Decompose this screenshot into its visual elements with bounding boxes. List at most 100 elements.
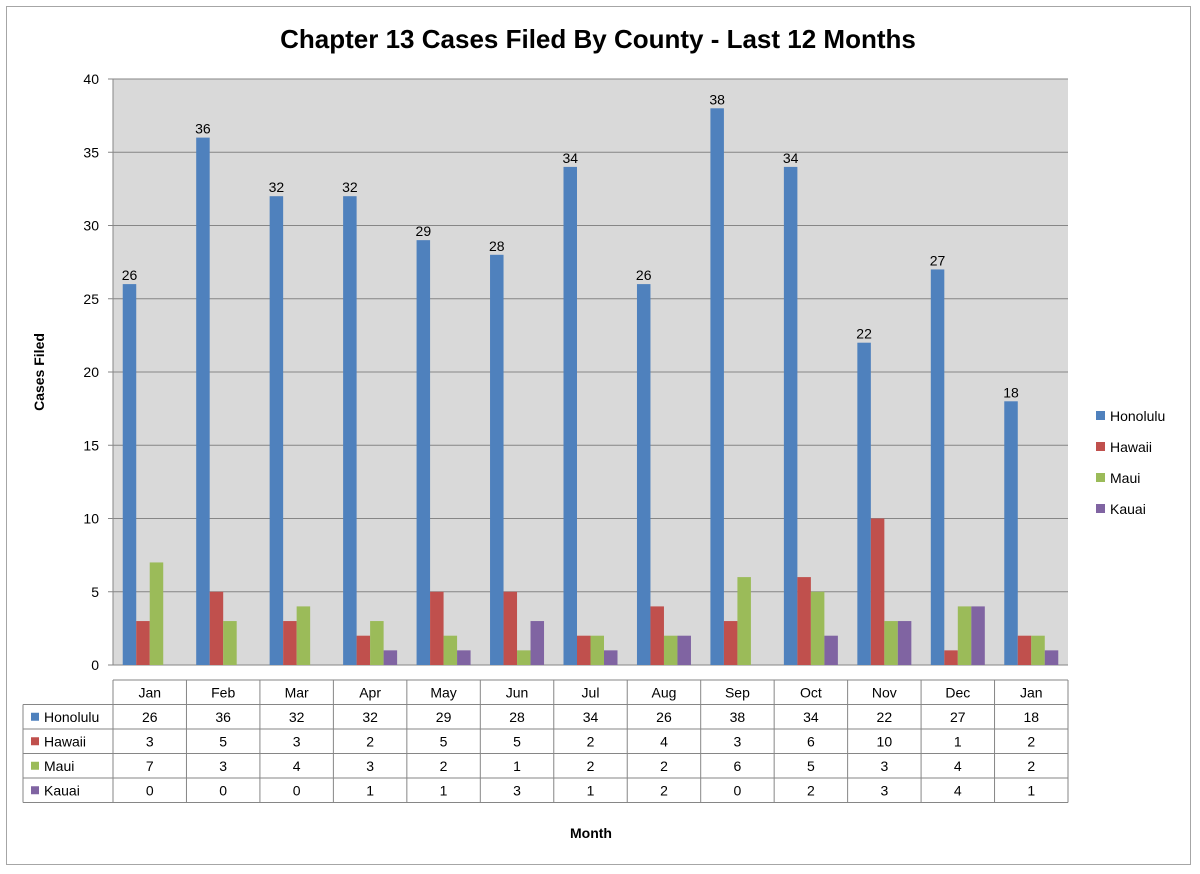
data-label: 29 — [416, 223, 432, 239]
table-cell: 0 — [734, 782, 742, 798]
bar — [383, 650, 398, 665]
table-cell: 5 — [440, 733, 448, 749]
bar — [636, 284, 651, 665]
bar — [457, 650, 471, 665]
bar — [517, 650, 531, 665]
table-cell: 2 — [807, 782, 815, 798]
table-cell: 7 — [146, 758, 154, 774]
table-cell: 29 — [436, 709, 452, 725]
y-tick-label: 20 — [83, 364, 99, 380]
bars — [122, 108, 1059, 666]
table-cell: 3 — [146, 733, 154, 749]
bar — [1004, 401, 1018, 665]
bar — [783, 166, 798, 665]
bar — [343, 196, 357, 665]
data-label: 26 — [636, 267, 652, 283]
table-series-name: Honolulu — [44, 709, 99, 725]
bar — [650, 606, 664, 665]
y-tick-label: 40 — [83, 71, 99, 87]
legend-key — [1096, 442, 1105, 451]
bar — [957, 606, 972, 665]
bar — [196, 137, 210, 666]
bar — [663, 635, 678, 665]
y-tick-label: 15 — [83, 437, 99, 453]
table-cell: 2 — [440, 758, 448, 774]
bar — [824, 635, 838, 665]
legend-key — [1096, 504, 1105, 513]
bar — [223, 621, 237, 665]
table-cell: 4 — [293, 758, 301, 774]
table-cell: 4 — [660, 733, 668, 749]
x-tick-label: Oct — [800, 684, 822, 700]
data-label: 36 — [195, 121, 211, 137]
y-tick-label: 25 — [83, 291, 99, 307]
table-cell: 0 — [146, 782, 154, 798]
legend-label: Hawaii — [1110, 439, 1152, 455]
table-cell: 5 — [513, 733, 521, 749]
x-tick-label: May — [430, 684, 456, 700]
table-cell: 10 — [877, 733, 893, 749]
table-cell: 1 — [1027, 782, 1035, 798]
x-tick-label: Sep — [725, 684, 750, 700]
legend-label: Kauai — [1110, 501, 1146, 517]
table-cell: 0 — [293, 782, 301, 798]
table-cell: 3 — [293, 733, 301, 749]
bar — [136, 621, 150, 665]
table-cell: 18 — [1023, 709, 1039, 725]
table-cell: 5 — [807, 758, 815, 774]
data-label: 34 — [783, 150, 799, 166]
table-cell: 34 — [583, 709, 599, 725]
table-cell: 0 — [219, 782, 227, 798]
bar — [944, 650, 958, 665]
bar — [810, 591, 825, 665]
bar — [723, 621, 738, 665]
table-legend-key — [31, 786, 39, 795]
bar — [563, 166, 577, 665]
table-cell: 27 — [950, 709, 966, 725]
bar — [209, 591, 224, 665]
table-series-name: Maui — [44, 758, 74, 774]
table-cell: 1 — [587, 782, 595, 798]
x-tick-label: Jan — [138, 684, 161, 700]
data-label: 22 — [856, 326, 872, 342]
bar — [530, 621, 545, 665]
bar — [897, 621, 912, 665]
bar — [604, 650, 618, 665]
table-cell: 32 — [362, 709, 378, 725]
table-legend-key — [31, 737, 39, 746]
table-cell: 6 — [807, 733, 815, 749]
bar — [370, 621, 384, 665]
bar — [737, 577, 751, 665]
legend: Honolulu Hawaii Maui Kauai — [1096, 408, 1165, 517]
y-tick-label: 35 — [83, 144, 99, 160]
table-cell: 2 — [587, 733, 595, 749]
data-label: 28 — [489, 238, 505, 254]
x-tick-label: Aug — [652, 684, 677, 700]
table-cell: 38 — [730, 709, 746, 725]
table-cell: 2 — [1027, 758, 1035, 774]
x-tick-label: Jan — [1020, 684, 1043, 700]
bar — [857, 342, 871, 665]
table-cell: 1 — [440, 782, 448, 798]
y-axis-title: Cases Filed — [31, 333, 47, 411]
bar — [710, 108, 724, 666]
bar — [677, 635, 691, 665]
bar — [1031, 635, 1045, 665]
data-label: 32 — [342, 179, 358, 195]
table-cell: 4 — [954, 758, 962, 774]
x-tick-label: Apr — [359, 684, 381, 700]
table-cell: 26 — [656, 709, 672, 725]
legend-label: Maui — [1110, 470, 1140, 486]
table-cell: 1 — [954, 733, 962, 749]
bar — [296, 606, 311, 665]
table-cell: 2 — [660, 758, 668, 774]
y-axis-ticks: 0 5 10 15 20 25 30 35 40 — [83, 71, 99, 673]
table-cell: 4 — [954, 782, 962, 798]
table-cell: 3 — [219, 758, 227, 774]
bar — [930, 269, 945, 665]
y-tick-label: 30 — [83, 218, 99, 234]
table-cell: 3 — [734, 733, 742, 749]
bar — [416, 240, 431, 665]
bar — [590, 635, 604, 665]
